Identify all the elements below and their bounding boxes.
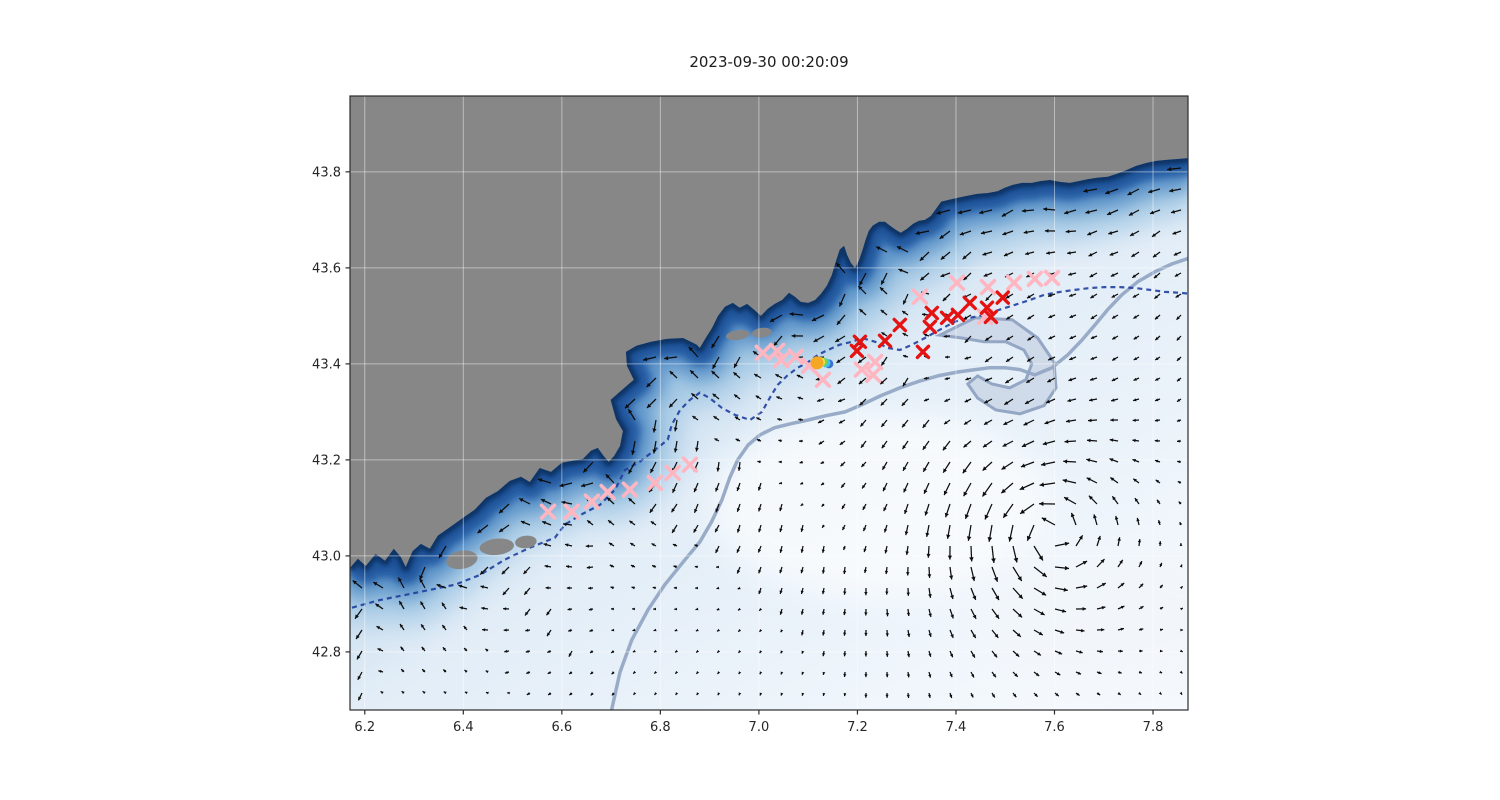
pink-x-marker: [768, 342, 786, 360]
island: [479, 538, 514, 556]
red-x-marker: [922, 319, 938, 335]
pink-x-marker: [646, 474, 664, 492]
shoal-outline: [934, 316, 1058, 416]
land: [350, 96, 1188, 568]
red-x-marker: [939, 310, 955, 326]
x-tick-label: 7.2: [847, 720, 868, 735]
pink-x-marker: [979, 278, 997, 296]
y-tick-label: 43.4: [312, 357, 341, 372]
map-layers: [350, 96, 1188, 710]
x-tick-label: 7.0: [749, 720, 770, 735]
x-tick-label: 6.2: [354, 720, 375, 735]
island: [752, 327, 772, 338]
red-x-marker: [892, 317, 908, 333]
red-x-marker: [979, 300, 995, 315]
pink-x-marker: [1043, 269, 1061, 287]
island: [515, 535, 537, 549]
pink-x-marker: [772, 351, 790, 369]
pink-x-marker: [664, 464, 681, 482]
red-x-marker: [983, 309, 999, 325]
pink-x-marker: [621, 481, 639, 498]
x-tick-label: 6.8: [650, 720, 671, 735]
gridlines: [350, 96, 1188, 710]
axis-ticks: 6.2 6.4 6.6 6.8 7.0 7.2 7.4 7.6 7.8 42.8 43.0 43.2 4…: [312, 165, 1163, 735]
plot-title: 2023-09-30 00:20:09: [689, 53, 849, 71]
pink-x-marker: [787, 348, 805, 365]
y-tick-label: 42.8: [312, 645, 341, 660]
red-x-marker: [950, 307, 966, 323]
island: [725, 330, 750, 341]
pink-x-marker: [866, 353, 884, 371]
isobath-dashed: [351, 286, 1188, 609]
red-x-marker: [924, 305, 940, 321]
red-x-marker: [995, 290, 1011, 305]
pink-x-marker: [1005, 274, 1023, 291]
y-tick-label: 43.6: [312, 261, 341, 276]
pink-x-marker: [948, 274, 966, 291]
y-tick-label: 43.0: [312, 549, 341, 564]
pink-x-marker: [539, 503, 557, 520]
y-tick-label: 43.8: [312, 165, 341, 180]
y-tick-label: 43.2: [312, 453, 341, 468]
pink-x-marker: [1026, 270, 1043, 288]
x-tick-label: 7.8: [1143, 720, 1164, 735]
red-x-marker: [852, 334, 868, 350]
x-tick-label: 6.4: [453, 720, 474, 735]
current-quiver: [352, 167, 1184, 701]
island: [446, 550, 478, 570]
pink-x-marker: [754, 344, 772, 362]
particle-dot: [810, 356, 824, 370]
scatter-markers: [539, 269, 1061, 520]
x-tick-label: 7.4: [946, 720, 967, 735]
pink-x-marker: [583, 493, 601, 510]
pink-x-marker: [853, 361, 871, 378]
pink-x-marker: [814, 371, 832, 388]
pink-x-marker: [864, 366, 882, 384]
red-x-marker: [877, 333, 893, 349]
pink-x-marker: [681, 456, 699, 473]
pink-x-marker: [599, 483, 616, 501]
isobath-thick: [609, 256, 1188, 710]
x-tick-label: 7.6: [1044, 720, 1065, 735]
pink-x-marker: [563, 503, 580, 520]
pink-x-marker: [911, 288, 929, 305]
x-tick-label: 6.6: [551, 720, 572, 735]
plot-frame: [349, 95, 1189, 711]
red-x-marker: [962, 295, 978, 311]
red-x-marker: [915, 344, 931, 360]
